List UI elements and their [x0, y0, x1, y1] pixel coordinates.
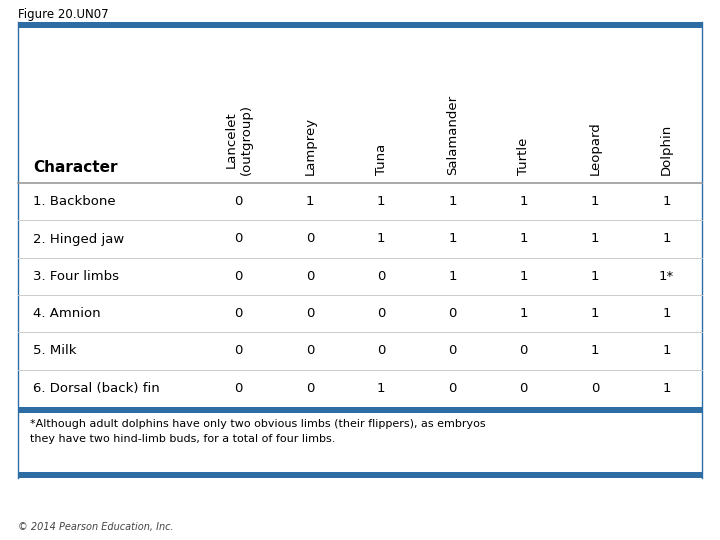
- Text: 1: 1: [662, 345, 670, 357]
- Text: 1: 1: [591, 270, 599, 283]
- Text: 0: 0: [235, 270, 243, 283]
- Text: 0: 0: [235, 195, 243, 208]
- Text: 0: 0: [591, 382, 599, 395]
- Text: 1: 1: [377, 382, 385, 395]
- Text: 0: 0: [306, 345, 314, 357]
- Text: 0: 0: [306, 307, 314, 320]
- Text: 1: 1: [591, 345, 599, 357]
- Text: 0: 0: [520, 382, 528, 395]
- Text: 1: 1: [449, 195, 456, 208]
- Text: 0: 0: [520, 345, 528, 357]
- Text: 1: 1: [662, 195, 670, 208]
- Text: 0: 0: [235, 382, 243, 395]
- Text: 1: 1: [377, 195, 385, 208]
- Text: 0: 0: [235, 345, 243, 357]
- Text: 0: 0: [377, 270, 385, 283]
- Text: 0: 0: [449, 345, 456, 357]
- Text: 0: 0: [306, 233, 314, 246]
- Bar: [18, 472, 702, 478]
- Text: 0: 0: [377, 345, 385, 357]
- Text: 5. Milk: 5. Milk: [33, 345, 76, 357]
- Text: 2. Hinged jaw: 2. Hinged jaw: [33, 233, 125, 246]
- Text: 1: 1: [520, 195, 528, 208]
- Text: 1: 1: [662, 307, 670, 320]
- Text: 0: 0: [449, 382, 456, 395]
- Text: 1: 1: [377, 233, 385, 246]
- Text: 0: 0: [235, 233, 243, 246]
- Text: Tuna: Tuna: [374, 144, 387, 175]
- Bar: [18, 22, 702, 28]
- Text: *Although adult dolphins have only two obvious limbs (their flippers), as embryo: *Although adult dolphins have only two o…: [30, 419, 485, 444]
- Text: 1. Backbone: 1. Backbone: [33, 195, 116, 208]
- Text: 1: 1: [449, 270, 456, 283]
- Text: Turtle: Turtle: [517, 138, 531, 175]
- Bar: [18, 407, 702, 413]
- Text: 6. Dorsal (back) fin: 6. Dorsal (back) fin: [33, 382, 160, 395]
- Text: Lamprey: Lamprey: [303, 117, 316, 175]
- Text: 1*: 1*: [659, 270, 674, 283]
- Text: Figure 20.UN07: Figure 20.UN07: [18, 8, 109, 21]
- Text: 4. Amnion: 4. Amnion: [33, 307, 101, 320]
- Text: 1: 1: [520, 233, 528, 246]
- Text: Character: Character: [33, 160, 117, 175]
- Text: 0: 0: [306, 270, 314, 283]
- Text: Dolphin: Dolphin: [660, 124, 673, 175]
- Text: 1: 1: [591, 307, 599, 320]
- Text: 1: 1: [591, 233, 599, 246]
- Text: 1: 1: [520, 307, 528, 320]
- Bar: [19, 28, 701, 472]
- Text: 0: 0: [377, 307, 385, 320]
- Text: 0: 0: [306, 382, 314, 395]
- Text: Salamander: Salamander: [446, 95, 459, 175]
- Text: © 2014 Pearson Education, Inc.: © 2014 Pearson Education, Inc.: [18, 522, 174, 532]
- Text: 0: 0: [449, 307, 456, 320]
- Text: 1: 1: [520, 270, 528, 283]
- Text: Lancelet
(outgroup): Lancelet (outgroup): [225, 104, 253, 175]
- Text: 3. Four limbs: 3. Four limbs: [33, 270, 119, 283]
- Text: 1: 1: [449, 233, 456, 246]
- Text: 0: 0: [235, 307, 243, 320]
- Text: 1: 1: [306, 195, 314, 208]
- Text: Leopard: Leopard: [588, 122, 602, 175]
- Text: 1: 1: [662, 382, 670, 395]
- Text: 1: 1: [591, 195, 599, 208]
- Text: 1: 1: [662, 233, 670, 246]
